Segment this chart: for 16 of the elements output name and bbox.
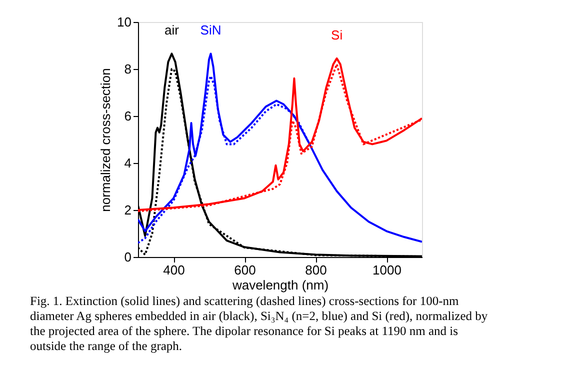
y-tick-label: 6 <box>124 108 132 124</box>
x-tick-label: 1000 <box>372 262 402 278</box>
series-label: Si <box>331 27 343 42</box>
y-tick-label: 2 <box>124 202 132 218</box>
y-axis-title: normalized cross-section <box>98 68 114 212</box>
x-axis-title: wavelength (nm) <box>231 278 329 292</box>
x-tick-label: 400 <box>163 262 185 278</box>
caption: Fig. 1. Extinction (solid lines) and scattering (dashed lines) cross-sections for 100-nm diameter Ag spheres embedded in air (black), Si₃N₄ (n=2, blue) and Si (red), normalized by the projected area of the sphere. The dipolar resonance for Si peaks at 1190 nm and is outside the range of the graph. <box>30 294 488 353</box>
series-label: SiN <box>200 22 222 38</box>
y-tick-label: 10 <box>117 14 132 30</box>
x-tick-label: 600 <box>234 262 256 278</box>
y-tick-label: 8 <box>124 62 132 76</box>
series-label: air <box>164 22 180 38</box>
y-tick-label: 0 <box>124 250 132 264</box>
y-tick-label: 4 <box>124 156 132 170</box>
x-tick-label: 800 <box>305 262 327 278</box>
